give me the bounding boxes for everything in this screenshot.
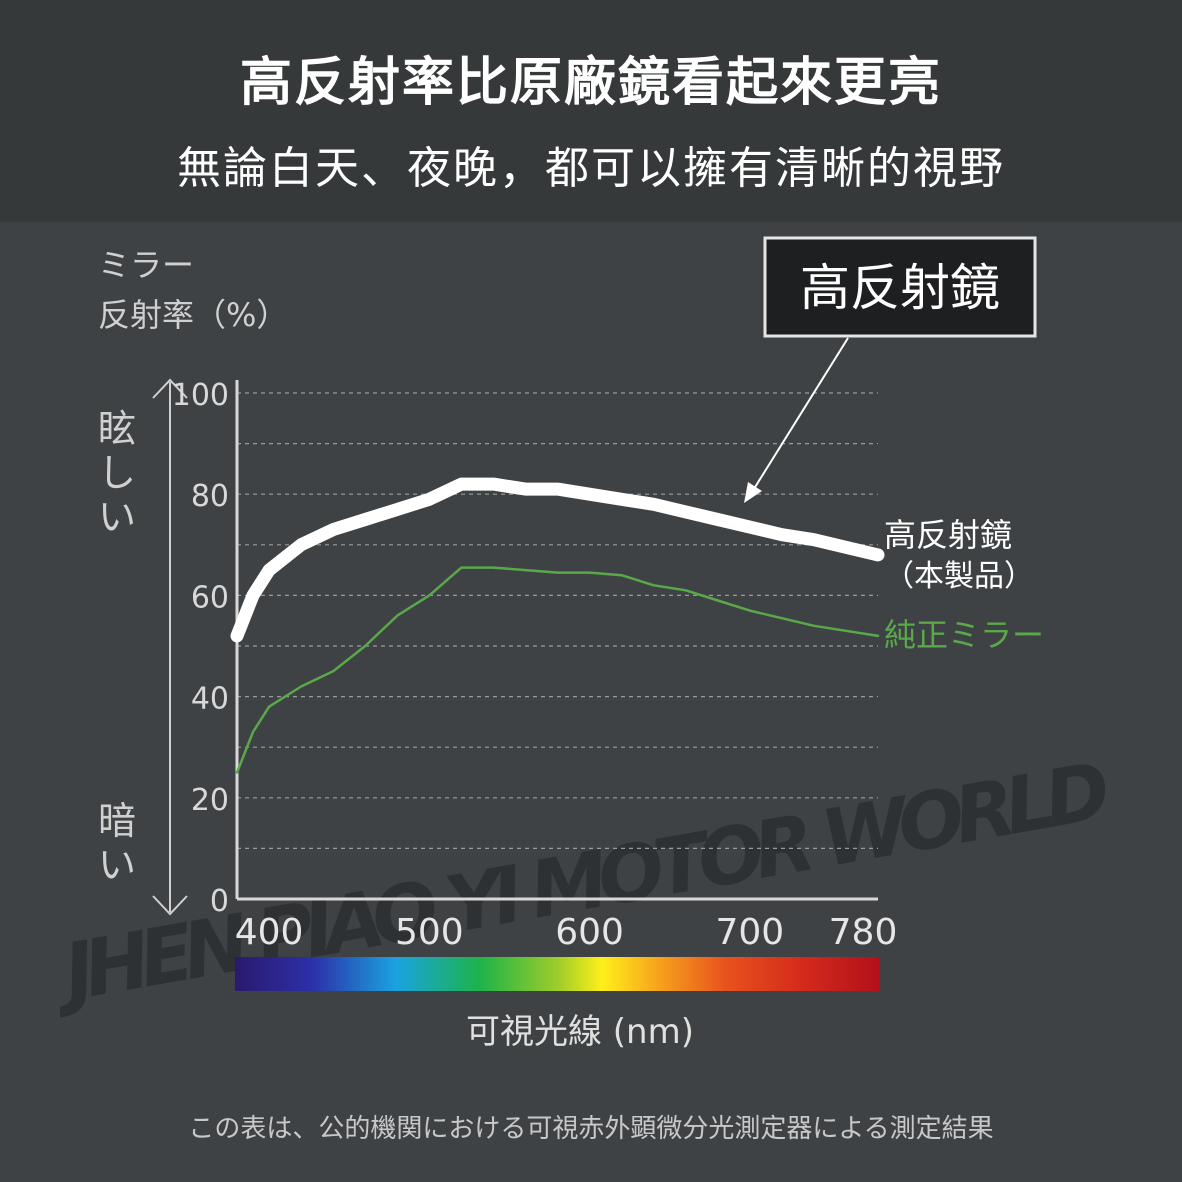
vertical-char: し [98, 451, 136, 495]
x-axis-label: 可視光線 (nm) [466, 1012, 694, 1052]
callout-box [763, 236, 1037, 338]
y-tick-labels: 0 20 40 60 80 100 [172, 378, 229, 919]
series-label-oem: 純正ミラー [884, 616, 1044, 654]
callout-arrow-head [744, 482, 762, 503]
series-label-high-reflect-sub: （本製品） [884, 559, 1034, 594]
arrow-head-top [152, 378, 188, 399]
vertical-char: 暗 [98, 799, 136, 843]
x-tick-label: 700 [715, 912, 784, 953]
dark-label: 暗い [98, 799, 136, 887]
y-tick-label: 40 [191, 682, 229, 717]
callout-label: 高反射鏡 [800, 259, 1000, 317]
page-title: 高反射率比原廠鏡看起來更亮 [239, 53, 942, 113]
vertical-char: 眩 [98, 407, 136, 451]
vertical-char: い [98, 495, 136, 539]
arrow-head-bottom [152, 895, 188, 916]
y-tick-label: 0 [210, 884, 229, 919]
x-tick-label: 780 [829, 912, 898, 953]
x-tick-label: 400 [235, 912, 304, 953]
header-banner: 高反射率比原廠鏡看起來更亮 無論白天、夜晚，都可以擁有清晰的視野 [0, 0, 1182, 222]
callout-arrow [751, 337, 849, 493]
x-tick-label: 500 [395, 912, 464, 953]
y-axis-label-line2: 反射率（%） [98, 296, 288, 334]
footnote: この表は、公的機関における可視赤外顕微分光測定器による測定結果 [188, 1114, 994, 1144]
bright-label: 眩しい [98, 407, 136, 539]
vertical-char: い [98, 843, 136, 887]
y-tick-label: 60 [191, 580, 229, 615]
y-tick-label: 100 [172, 378, 229, 413]
series-line-oem [235, 566, 880, 774]
grid-lines [237, 392, 878, 850]
series-label-high-reflect: 高反射鏡 [884, 516, 1012, 554]
x-tick-label: 600 [555, 912, 624, 953]
y-tick-label: 20 [191, 783, 229, 818]
x-tick-labels: 400 500 600 700 780 [235, 912, 898, 953]
visible-spectrum-bar [235, 957, 879, 991]
y-axis-label-line1: ミラー [98, 246, 194, 284]
series-lines [230, 477, 885, 774]
series-line-high-reflect [230, 477, 885, 643]
y-tick-label: 80 [191, 479, 229, 514]
reflectance-chart: JHEN PIAO YI MOTOR WORLD ミラー 反射率（%） 眩しい … [45, 236, 1117, 1052]
page-subtitle: 無論白天、夜晚，都可以擁有清晰的視野 [177, 143, 1005, 194]
